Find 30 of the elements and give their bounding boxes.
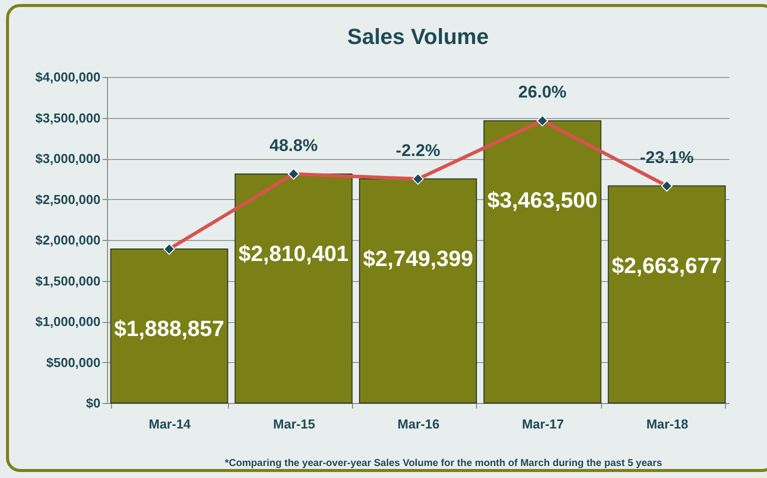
y-tick-label: $1,000,000 <box>35 314 100 329</box>
y-tick-label: $3,000,000 <box>35 151 100 166</box>
y-tick-label: $500,000 <box>46 354 100 370</box>
bar <box>483 120 602 404</box>
y-tick-label: $1,500,000 <box>35 273 100 288</box>
y-tick-label: $0 <box>86 396 100 410</box>
y-tick-label: $3,500,000 <box>35 110 100 126</box>
x-tick-label: Mar-14 <box>148 416 192 432</box>
x-tick-label: Mar-15 <box>273 416 316 432</box>
bar <box>110 248 228 404</box>
bar <box>359 178 477 404</box>
x-tick-label: Mar-16 <box>398 416 440 432</box>
chart-title: Sales Volume <box>347 24 489 49</box>
x-tick-label: Mar-18 <box>646 416 688 432</box>
y-tick-label: $2,500,000 <box>35 192 100 207</box>
annotation: 26.0% <box>518 82 566 102</box>
bar <box>234 173 353 404</box>
annotation: -2.2% <box>396 140 440 160</box>
annotation: -23.1% <box>640 148 694 167</box>
data-label: $1,888,857 <box>114 316 224 342</box>
data-label: $2,663,677 <box>612 252 722 278</box>
data-label: $3,463,500 <box>487 188 598 213</box>
data-label: $2,749,399 <box>362 246 474 271</box>
y-tick-label: $4,000,000 <box>35 70 100 84</box>
data-label: $2,810,401 <box>238 240 349 266</box>
y-tick-label: $2,000,000 <box>35 232 100 248</box>
bar <box>608 185 726 404</box>
text: *Comparing the year-over-year Sales Volume for the month of March during the past 5 years <box>224 458 664 469</box>
x-tick-label: Mar-17 <box>522 416 564 432</box>
annotation: 48.8% <box>270 136 318 155</box>
